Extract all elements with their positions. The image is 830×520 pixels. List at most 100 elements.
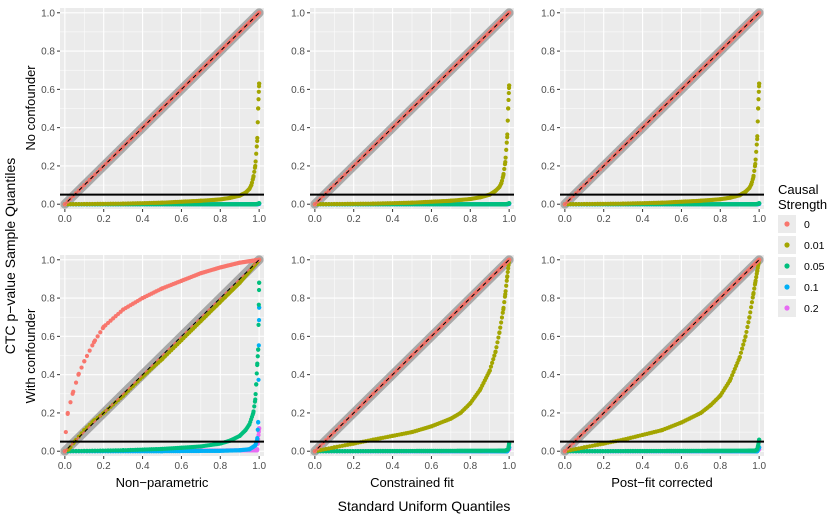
legend-label: 0.05 (804, 261, 825, 273)
x-tick-label: 1.0 (502, 214, 516, 225)
data-point (253, 159, 258, 164)
panel-r1-c2: 0.0 0.2 0.4 0.6 0.8 1.0 0.0 0.2 0.4 0.6 0.8 1.0 (541, 255, 767, 472)
y-tick-label: 1.0 (291, 8, 305, 19)
data-point (68, 400, 73, 405)
data-point (253, 443, 258, 448)
data-point (502, 299, 507, 305)
x-tick-label: 0.4 (386, 461, 400, 472)
y-tick-label: 0.4 (291, 370, 305, 381)
data-point (198, 198, 203, 203)
data-point (458, 410, 463, 416)
legend-entry: 0.2 (778, 299, 819, 317)
row-label-no-confounder: No confounder (23, 65, 38, 151)
data-point (744, 329, 749, 335)
legend-entries: 0 0.01 0.05 0.1 0.2 (778, 215, 825, 317)
data-point (448, 416, 453, 421)
identity-line-overlay (314, 12, 510, 205)
x-tick-label: 1.0 (752, 461, 766, 472)
data-point (63, 429, 68, 435)
panel-r1-c0: 0.0 0.2 0.4 0.6 0.8 1.0 0.0 0.2 0.4 0.6 0.8 1.0 (41, 255, 267, 472)
data-point (490, 360, 495, 365)
y-tick-label: 0.2 (41, 408, 55, 419)
data-point (503, 292, 508, 297)
x-tick-label: 0.0 (58, 214, 72, 225)
y-axis-title: CTC p−value Sample Quantiles (2, 158, 18, 355)
y-tick-label: 0.8 (291, 294, 305, 305)
y-tick-label: 0.4 (41, 370, 55, 381)
data-point (505, 269, 510, 275)
data-point (488, 364, 494, 369)
data-point (255, 354, 260, 359)
data-point (257, 81, 262, 86)
data-point (332, 445, 337, 450)
y-tick-label: 0.6 (291, 332, 305, 343)
data-point (121, 201, 126, 206)
data-point (753, 161, 758, 167)
data-point (255, 362, 260, 368)
y-tick-label: 0.0 (291, 200, 305, 211)
y-tick-label: 0.0 (291, 447, 305, 458)
data-point (198, 271, 203, 276)
data-point (757, 201, 762, 206)
data-point (159, 200, 165, 205)
data-point (752, 286, 757, 291)
data-point (507, 83, 512, 88)
y-tick-label: 0.6 (41, 85, 55, 96)
data-point (738, 350, 744, 355)
data-point (743, 189, 748, 194)
data-point (506, 447, 511, 452)
x-tick-label: 0.8 (713, 461, 727, 472)
x-tick-label: 0.6 (174, 214, 188, 225)
panel-r1-c1: 0.0 0.2 0.4 0.6 0.8 1.0 0.0 0.2 0.4 0.6 0.8 1.0 (291, 255, 517, 472)
data-point (91, 340, 97, 345)
x-tick-label: 0.8 (463, 461, 477, 472)
data-point (501, 307, 506, 312)
y-tick-label: 0.0 (541, 200, 555, 211)
data-point (491, 357, 496, 362)
x-tick-label: 0.6 (674, 461, 688, 472)
data-point (121, 448, 126, 453)
data-point (506, 106, 511, 111)
y-tick-label: 0.4 (291, 123, 305, 134)
x-tick-label: 1.0 (502, 461, 516, 472)
data-point (505, 118, 510, 123)
data-point (737, 355, 742, 360)
legend-label: 0.1 (804, 282, 819, 294)
data-point (256, 317, 262, 323)
data-point (256, 89, 261, 94)
data-point (757, 81, 762, 86)
data-point (251, 175, 256, 180)
series-0-01 (562, 81, 762, 207)
column-label-post-fit-corrected: Post−fit corrected (611, 475, 713, 490)
data-point (390, 433, 395, 438)
x-axis-title: Standard Uniform Quantiles (338, 498, 511, 514)
x-tick-label: 0.2 (597, 461, 611, 472)
data-point (255, 448, 260, 453)
data-point (502, 166, 507, 172)
data-point (249, 182, 254, 188)
legend-label: 0.01 (804, 240, 825, 252)
legend-label: 0 (804, 219, 810, 231)
data-point (504, 140, 509, 145)
data-point (79, 365, 84, 370)
data-point (743, 334, 748, 339)
data-point (498, 325, 503, 330)
data-point (698, 198, 703, 203)
data-point (640, 432, 645, 438)
x-tick-label: 0.8 (463, 214, 477, 225)
y-tick-label: 0.6 (41, 332, 55, 343)
data-point (698, 410, 703, 416)
y-tick-label: 0.2 (41, 161, 55, 172)
data-point (87, 348, 92, 353)
data-point (70, 391, 75, 396)
data-point (73, 380, 79, 385)
data-point (727, 378, 733, 383)
legend-key (784, 263, 790, 269)
x-tick-label: 0.8 (213, 214, 227, 225)
data-point (227, 195, 233, 200)
data-point (65, 410, 70, 416)
x-tick-label: 0.4 (386, 214, 400, 225)
data-point (198, 318, 203, 324)
data-point (255, 427, 260, 432)
y-tick-label: 0.2 (541, 161, 555, 172)
